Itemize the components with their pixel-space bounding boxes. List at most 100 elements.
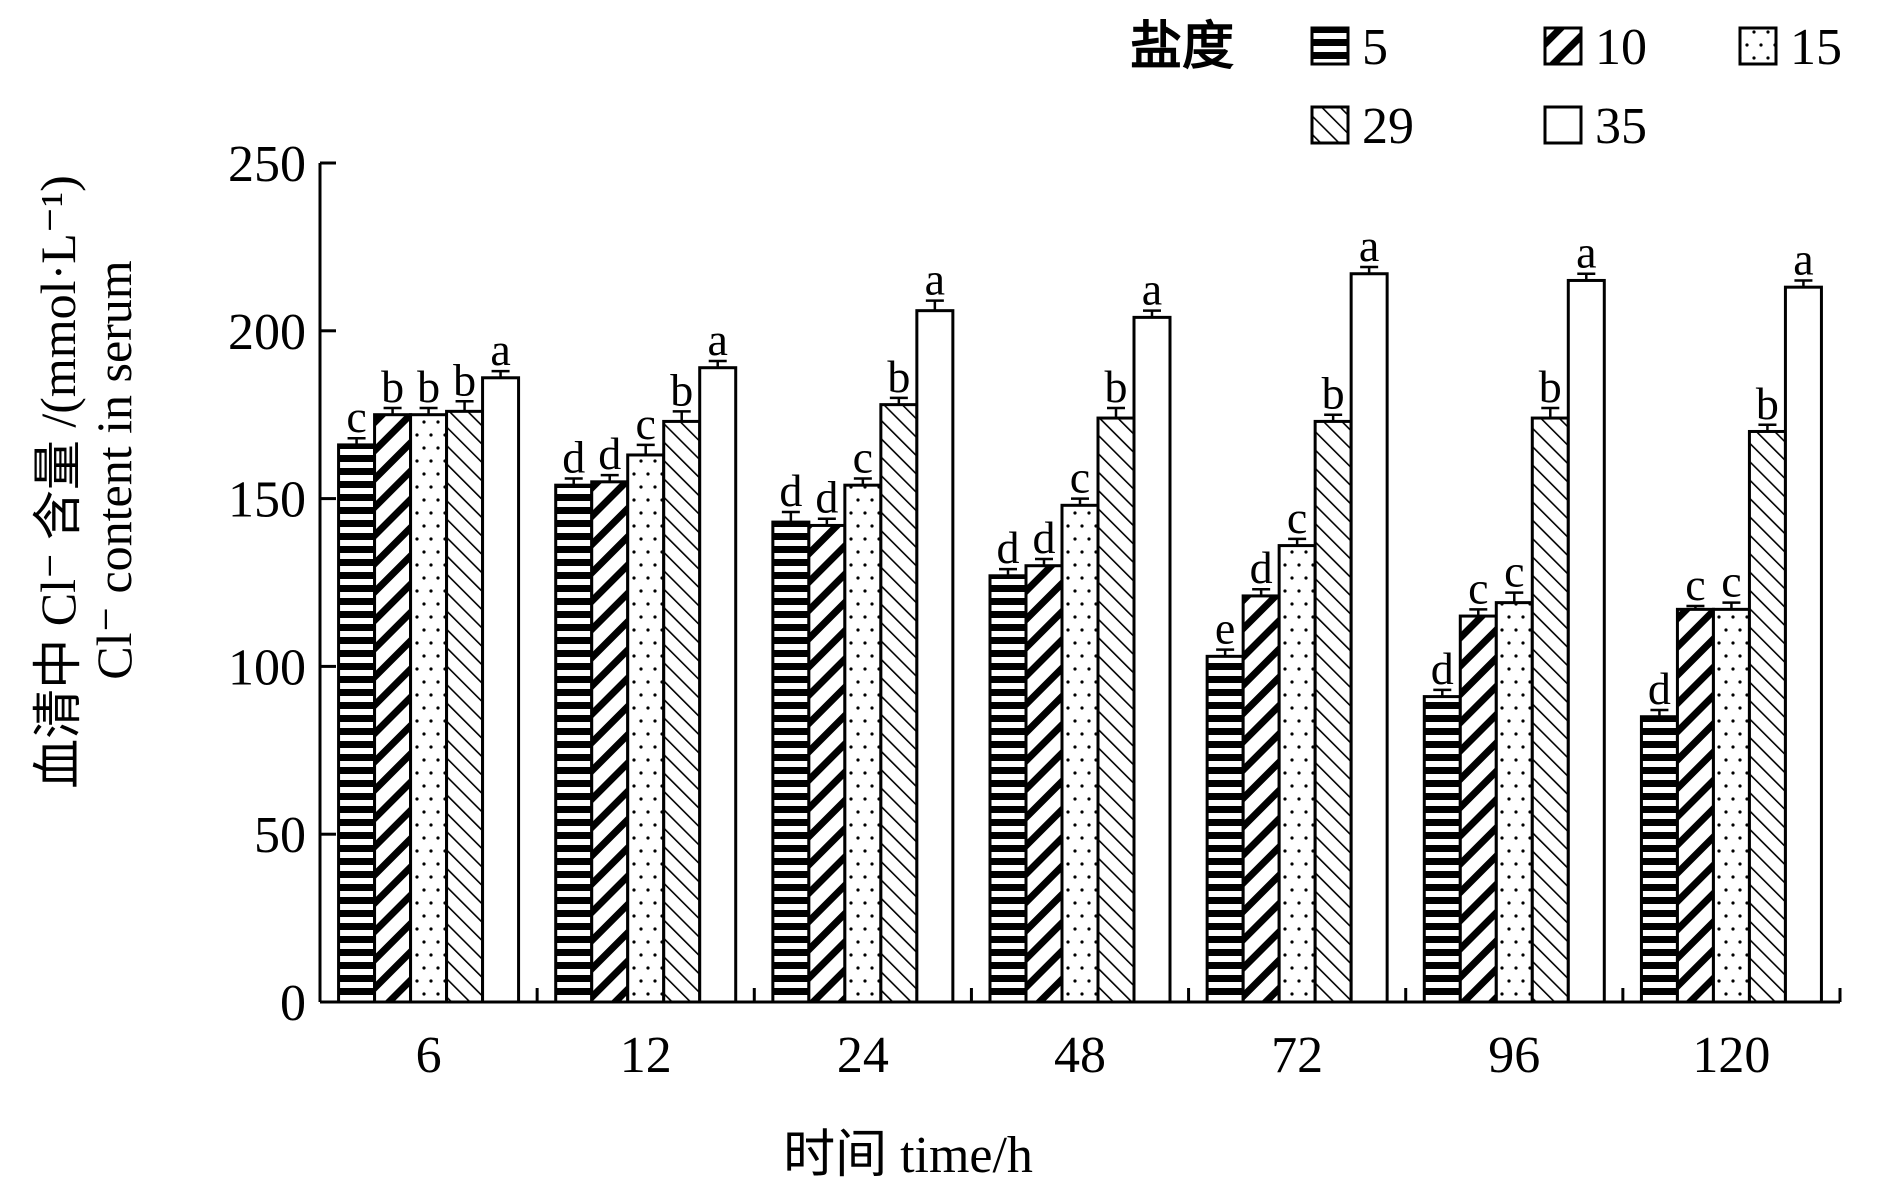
bar-29-72 <box>1313 419 1353 1004</box>
bar-15-6 <box>409 413 449 1004</box>
bar-5-48 <box>988 574 1028 1004</box>
significance-letter: a <box>708 314 728 365</box>
legend-label-5: 5 <box>1362 19 1388 76</box>
bar-35-120 <box>1783 285 1823 1004</box>
significance-letter: c <box>1468 562 1488 613</box>
legend-swatch-5 <box>1310 26 1350 66</box>
significance-letter: c <box>1287 492 1307 543</box>
significance-letter: b <box>1105 361 1128 412</box>
bar-35-96 <box>1566 278 1606 1004</box>
legend-title: 盐度 <box>1130 18 1234 76</box>
bar-5-96 <box>1422 695 1462 1004</box>
significance-letter: b <box>670 364 693 415</box>
significance-letter: c <box>1685 559 1705 610</box>
bar-29-12 <box>662 419 702 1004</box>
bar-15-48 <box>1060 503 1100 1004</box>
legend-label-15: 15 <box>1790 19 1842 76</box>
bar-15-24 <box>843 483 883 1004</box>
bar-15-72 <box>1277 544 1317 1004</box>
bar-29-6 <box>445 409 485 1004</box>
significance-letter: d <box>1431 643 1454 694</box>
bar-5-12 <box>554 483 594 1004</box>
bar-5-120 <box>1639 715 1679 1004</box>
significance-letter: d <box>997 522 1020 573</box>
legend-swatch-29 <box>1310 105 1350 145</box>
bar-15-96 <box>1494 601 1534 1004</box>
legend-swatch-10 <box>1543 26 1583 66</box>
significance-letter: d <box>1250 542 1273 593</box>
y-tick-label: 250 <box>228 136 306 193</box>
y-tick-label: 0 <box>280 975 306 1032</box>
y-tick-label: 100 <box>228 639 306 696</box>
y-tick-label: 200 <box>228 304 306 361</box>
legend-label-10: 10 <box>1595 19 1647 76</box>
significance-letter: a <box>490 324 510 375</box>
x-tick-label: 120 <box>1692 1027 1770 1084</box>
bar-35-48 <box>1132 315 1172 1004</box>
significance-letter: c <box>1504 546 1524 597</box>
x-tick-label: 96 <box>1488 1027 1540 1084</box>
legend: 盐度 5 10 15 29 35 <box>1130 18 1842 155</box>
bar-10-96 <box>1458 614 1498 1004</box>
y-tick-label: 50 <box>254 807 306 864</box>
bar-35-6 <box>481 376 521 1004</box>
significance-letter: b <box>417 361 440 412</box>
significance-letter: b <box>1322 368 1345 419</box>
y-axis-title-line2: Cl⁻ content in serum <box>86 260 142 679</box>
significance-letter: d <box>815 472 838 523</box>
bar-5-72 <box>1205 654 1245 1004</box>
significance-letter: a <box>1359 220 1379 271</box>
bar-29-24 <box>879 403 919 1004</box>
bar-29-96 <box>1530 416 1570 1004</box>
bar-35-12 <box>698 366 738 1004</box>
x-tick-label: 72 <box>1271 1027 1323 1084</box>
significance-letter: c <box>853 431 873 482</box>
significance-letter: d <box>1033 512 1056 563</box>
significance-letter: c <box>346 391 366 442</box>
bar-10-48 <box>1024 564 1064 1004</box>
significance-letter: d <box>598 428 621 479</box>
bar-5-24 <box>771 520 811 1004</box>
legend-swatch-15 <box>1738 26 1778 66</box>
significance-letter: b <box>453 354 476 405</box>
significance-letter: d <box>1648 663 1671 714</box>
bar-35-72 <box>1349 272 1389 1004</box>
legend-swatch-35 <box>1543 105 1583 145</box>
x-tick-label: 48 <box>1054 1027 1106 1084</box>
bar-15-12 <box>626 453 666 1004</box>
bar-35-24 <box>915 309 955 1004</box>
significance-letter: d <box>779 465 802 516</box>
bar-10-6 <box>373 413 413 1004</box>
bar-5-6 <box>337 443 377 1004</box>
significance-letter: a <box>1576 227 1596 278</box>
bar-10-72 <box>1241 594 1281 1004</box>
legend-label-29: 29 <box>1362 98 1414 155</box>
significance-letter: a <box>925 254 945 305</box>
significance-letter: a <box>1793 233 1813 284</box>
x-tick-label: 6 <box>416 1027 442 1084</box>
bar-29-120 <box>1747 429 1787 1004</box>
x-tick-label: 24 <box>837 1027 889 1084</box>
x-tick-label: 12 <box>620 1027 672 1084</box>
significance-letter: e <box>1215 603 1235 654</box>
significance-letter: b <box>1756 378 1779 429</box>
significance-letter: d <box>562 431 585 482</box>
bar-29-48 <box>1096 416 1136 1004</box>
legend-label-35: 35 <box>1595 98 1647 155</box>
y-tick-label: 150 <box>228 472 306 529</box>
significance-letter: c <box>1070 452 1090 503</box>
bar-10-120 <box>1675 607 1715 1004</box>
bar-15-120 <box>1711 607 1751 1004</box>
significance-letter: b <box>887 351 910 402</box>
y-axis-title-line1: 血清中 Cl⁻ 含量 /(mmol·L⁻¹) <box>30 175 86 789</box>
bar-10-12 <box>590 480 630 1004</box>
significance-letter: c <box>636 398 656 449</box>
significance-letter: c <box>1721 556 1741 607</box>
significance-letter: b <box>1539 361 1562 412</box>
x-axis-title: 时间 time/h <box>783 1127 1033 1184</box>
significance-letter: b <box>381 361 404 412</box>
bar-10-24 <box>807 523 847 1004</box>
